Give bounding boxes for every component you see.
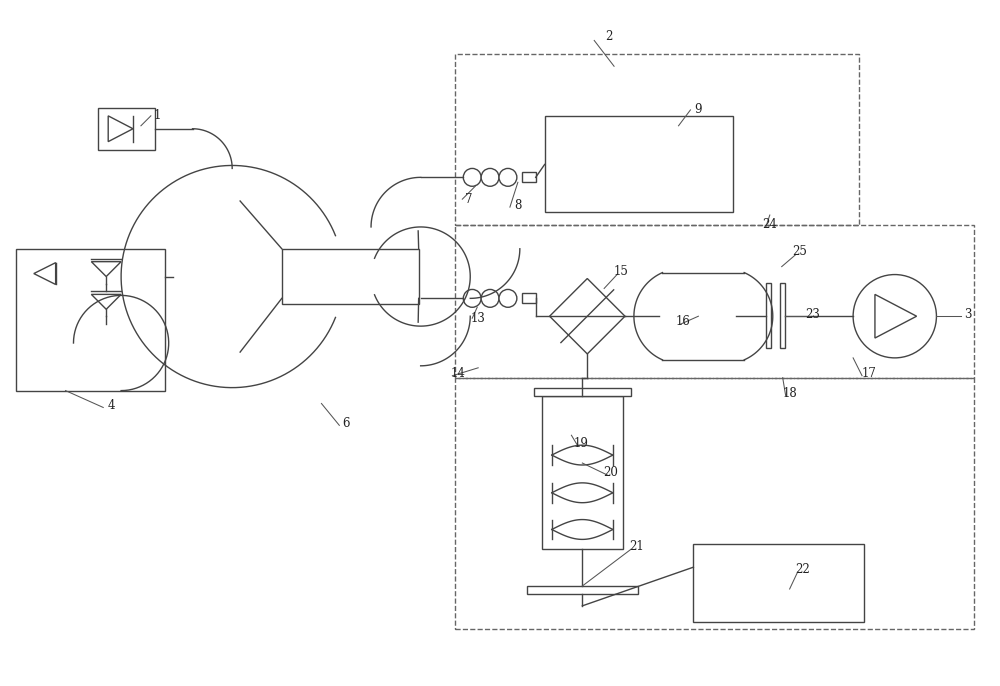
Text: 14: 14 (451, 367, 466, 380)
Text: 22: 22 (795, 563, 810, 576)
Text: 16: 16 (676, 315, 691, 328)
Circle shape (853, 274, 936, 358)
Bar (455, 54, 859, 225)
Text: 8: 8 (514, 199, 522, 211)
Circle shape (463, 169, 481, 187)
Text: 13: 13 (471, 311, 486, 324)
Text: 15: 15 (614, 265, 628, 278)
Text: 24: 24 (762, 218, 777, 231)
Bar (455, 378, 974, 628)
Bar (534, 388, 631, 396)
Bar (455, 225, 974, 378)
Circle shape (481, 289, 499, 307)
Bar (522, 294, 536, 303)
Bar (693, 545, 864, 622)
Polygon shape (91, 261, 121, 276)
Circle shape (499, 169, 517, 187)
Bar (542, 396, 623, 549)
Circle shape (481, 169, 499, 187)
Circle shape (499, 289, 517, 307)
Text: 2: 2 (605, 30, 613, 43)
Polygon shape (108, 116, 133, 141)
Text: 9: 9 (695, 104, 702, 117)
Polygon shape (875, 294, 917, 338)
Text: 4: 4 (107, 399, 115, 412)
Bar (545, 116, 733, 212)
Text: 3: 3 (964, 308, 972, 321)
Text: 21: 21 (630, 540, 644, 553)
Bar (98, 108, 155, 150)
Bar (522, 172, 536, 182)
Text: 23: 23 (805, 308, 820, 321)
Text: 1: 1 (154, 109, 161, 122)
Text: 25: 25 (792, 246, 807, 258)
Bar (282, 249, 419, 305)
Polygon shape (34, 263, 56, 285)
Text: 20: 20 (604, 466, 619, 480)
Polygon shape (91, 294, 121, 309)
Bar (780, 283, 785, 348)
Bar (16, 249, 165, 390)
Text: 18: 18 (782, 387, 797, 400)
Polygon shape (550, 279, 625, 354)
Text: 17: 17 (862, 367, 876, 380)
Text: 7: 7 (465, 193, 472, 206)
Text: 19: 19 (574, 437, 589, 450)
Circle shape (463, 289, 481, 307)
Bar (527, 586, 638, 594)
Text: 6: 6 (343, 417, 350, 430)
Bar (766, 283, 771, 348)
